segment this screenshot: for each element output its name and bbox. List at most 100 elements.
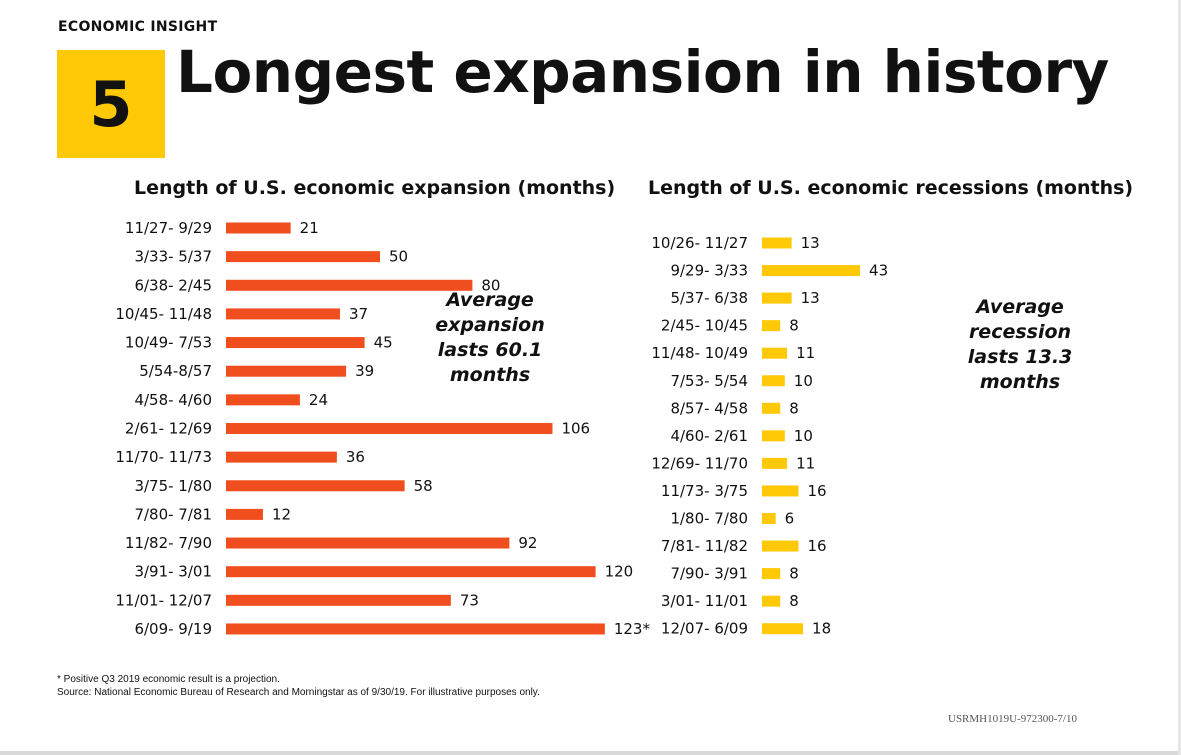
- expansion-bar: [226, 422, 553, 434]
- recession-bar: [762, 292, 792, 304]
- expansion-bar: [226, 279, 473, 291]
- expansion-value-label: 92: [518, 534, 537, 552]
- expansion-value-label: 12: [272, 505, 291, 523]
- recession-bar: [762, 457, 788, 469]
- expansion-bar: [226, 222, 291, 234]
- recession-category-label: 1/80- 7/80: [670, 510, 748, 528]
- recession-chart-title: Length of U.S. economic recessions (mont…: [648, 177, 1134, 199]
- expansion-value-label: 123*: [614, 620, 651, 638]
- expansion-bar: [226, 623, 605, 635]
- expansion-bar: [226, 594, 451, 606]
- expansion-bar: [226, 451, 337, 463]
- expansion-value-label: 36: [346, 448, 365, 466]
- page-title: Longest expansion in history: [176, 38, 1109, 106]
- expansion-bar: [226, 566, 596, 578]
- recession-value-label: 11: [796, 454, 815, 472]
- recession-category-label: 4/60- 2/61: [670, 427, 748, 445]
- recession-bar: [762, 265, 861, 277]
- expansion-bar: [226, 394, 300, 406]
- expansion-value-label: 45: [374, 334, 393, 352]
- expansion-category-label: 11/27- 9/29: [125, 219, 212, 237]
- recession-bar: [762, 513, 776, 524]
- recession-category-label: 11/73- 3/75: [661, 482, 748, 500]
- expansion-chart: 11/27- 9/29 21 3/33- 5/37 50 6/38- 2/45 80 10/…: [115, 219, 650, 638]
- expansion-category-label: 10/45- 11/48: [115, 305, 212, 323]
- expansion-category-label: 5/54-8/57: [139, 362, 212, 380]
- recession-bar: [762, 430, 785, 442]
- recession-value-label: 8: [789, 317, 799, 335]
- number-badge: 5: [57, 50, 165, 158]
- expansion-value-label: 21: [300, 219, 319, 237]
- recession-category-label: 12/07- 6/09: [661, 620, 748, 638]
- recession-bar: [762, 320, 781, 332]
- expansion-bar: [226, 251, 380, 263]
- expansion-bar: [226, 537, 510, 549]
- expansion-category-label: 4/58- 4/60: [134, 391, 212, 409]
- expansion-category-label: 10/49- 7/53: [125, 334, 212, 352]
- expansion-value-label: 106: [561, 419, 590, 437]
- expansion-value-label: 73: [460, 591, 479, 609]
- recession-category-label: 8/57- 4/58: [670, 399, 748, 417]
- expansion-category-label: 11/01- 12/07: [115, 591, 212, 609]
- expansion-value-label: 37: [349, 305, 368, 323]
- expansion-bar: [226, 508, 263, 520]
- recession-bar: [762, 347, 788, 359]
- recession-bar: [762, 485, 799, 497]
- recession-bar: [762, 402, 781, 414]
- recession-value-label: 18: [812, 620, 831, 638]
- footnote-source: Source: National Economic Bureau of Rese…: [57, 687, 540, 698]
- recession-value-label: 13: [801, 289, 820, 307]
- recession-category-label: 11/48- 10/49: [651, 344, 748, 362]
- recession-category-label: 7/53- 5/54: [670, 372, 748, 390]
- recession-category-label: 7/81- 11/82: [661, 537, 748, 555]
- recession-bar: [762, 540, 799, 552]
- recession-value-label: 16: [807, 482, 826, 500]
- recession-bar: [762, 375, 785, 387]
- expansion-bar: [226, 365, 347, 377]
- expansion-bar: [226, 337, 365, 349]
- recession-category-label: 5/37- 6/38: [670, 289, 748, 307]
- recession-category-label: 12/69- 11/70: [651, 454, 748, 472]
- expansion-category-label: 3/33- 5/37: [134, 248, 212, 266]
- recession-value-label: 10: [794, 427, 813, 445]
- expansion-value-label: 120: [605, 563, 634, 581]
- recession-bar: [762, 568, 781, 580]
- frame-right-border: [1178, 0, 1181, 755]
- recession-category-label: 10/26- 11/27: [651, 234, 748, 252]
- recession-category-label: 2/45- 10/45: [661, 317, 748, 335]
- recession-value-label: 8: [789, 592, 799, 610]
- expansion-category-label: 6/38- 2/45: [134, 276, 212, 294]
- expansion-bar: [226, 308, 340, 320]
- recession-value-label: 6: [785, 510, 795, 528]
- expansion-category-label: 2/61- 12/69: [125, 419, 212, 437]
- recession-value-label: 11: [796, 344, 815, 362]
- recession-bar: [762, 595, 781, 607]
- number-badge-value: 5: [89, 67, 133, 141]
- recession-category-label: 3/01- 11/01: [661, 592, 748, 610]
- expansion-value-label: 24: [309, 391, 328, 409]
- document-code: USRMH1019U-972300-7/10: [948, 713, 1077, 725]
- expansion-category-label: 3/91- 3/01: [134, 563, 212, 581]
- expansion-value-label: 39: [355, 362, 374, 380]
- expansion-average-note: Average expansion lasts 60.1 months: [435, 289, 545, 386]
- frame-bottom-border: [0, 751, 1181, 755]
- recession-value-label: 10: [794, 372, 813, 390]
- expansion-category-label: 6/09- 9/19: [134, 620, 212, 638]
- expansion-value-label: 58: [414, 477, 433, 495]
- recession-value-label: 16: [807, 537, 826, 555]
- expansion-bar: [226, 480, 405, 492]
- recession-value-label: 8: [789, 565, 799, 583]
- expansion-value-label: 50: [389, 248, 408, 266]
- recession-value-label: 43: [869, 262, 888, 280]
- recession-bar: [762, 623, 804, 635]
- footnote-projection: * Positive Q3 2019 economic result is a …: [57, 674, 280, 685]
- eyebrow-label: ECONOMIC INSIGHT: [58, 19, 218, 35]
- recession-average-note: Average recession lasts 13.3 months: [967, 296, 1073, 393]
- recession-value-label: 8: [789, 399, 799, 417]
- expansion-category-label: 3/75- 1/80: [134, 477, 212, 495]
- expansion-category-label: 11/70- 11/73: [115, 448, 212, 466]
- recession-category-label: 7/90- 3/91: [670, 565, 748, 583]
- expansion-category-label: 7/80- 7/81: [134, 505, 212, 523]
- expansion-category-label: 11/82- 7/90: [125, 534, 212, 552]
- recession-value-label: 13: [801, 234, 820, 252]
